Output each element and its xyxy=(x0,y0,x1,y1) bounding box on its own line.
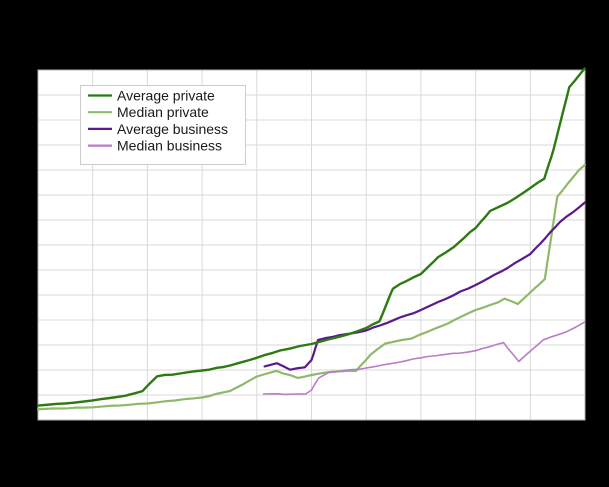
svg-text:Median private: Median private xyxy=(117,104,209,120)
svg-text:Average business: Average business xyxy=(117,121,228,137)
svg-text:Median business: Median business xyxy=(117,138,222,154)
svg-text:Average private: Average private xyxy=(117,88,215,104)
